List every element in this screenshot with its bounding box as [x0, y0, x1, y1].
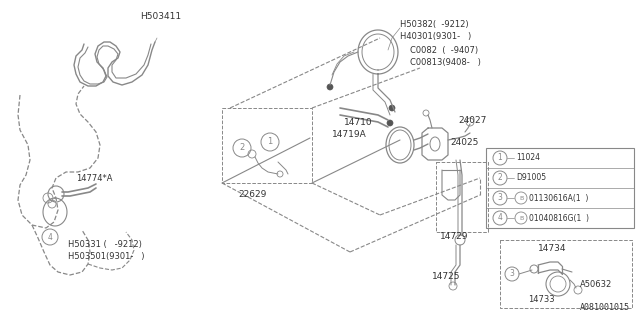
Circle shape: [389, 105, 395, 111]
Text: H503411: H503411: [140, 12, 181, 21]
Text: 3: 3: [509, 269, 515, 278]
Text: B: B: [519, 215, 523, 220]
Text: 24025: 24025: [450, 138, 478, 147]
Text: 4: 4: [497, 213, 502, 222]
Circle shape: [327, 84, 333, 90]
Text: H503501(9301-   ): H503501(9301- ): [68, 252, 145, 261]
Text: 01130616A(1  ): 01130616A(1 ): [529, 194, 588, 203]
Text: 14733: 14733: [528, 295, 555, 304]
Text: 14729: 14729: [440, 232, 468, 241]
Bar: [500, 240, 632, 308]
Text: 01040816G(1  ): 01040816G(1 ): [529, 213, 589, 222]
Text: 3: 3: [497, 194, 502, 203]
Text: H50331 (   -9212): H50331 ( -9212): [68, 240, 142, 249]
Text: 14710: 14710: [344, 118, 372, 127]
Circle shape: [387, 120, 393, 126]
Text: B: B: [519, 196, 523, 201]
Text: 2: 2: [239, 143, 244, 153]
Text: 1: 1: [268, 138, 273, 147]
Text: H40301(9301-   ): H40301(9301- ): [400, 32, 471, 41]
Bar: [486, 148, 634, 228]
Text: A50632: A50632: [580, 280, 612, 289]
Text: H50382(  -9212): H50382( -9212): [400, 20, 468, 29]
Text: 22629: 22629: [238, 190, 266, 199]
Text: 11024: 11024: [516, 154, 540, 163]
Text: A081001015: A081001015: [580, 303, 630, 312]
Text: 14719A: 14719A: [332, 130, 367, 139]
Bar: [436, 162, 488, 232]
Text: 1: 1: [498, 154, 502, 163]
Text: C00813(9408-   ): C00813(9408- ): [410, 58, 481, 67]
Text: 14734: 14734: [538, 244, 566, 253]
Text: D91005: D91005: [516, 173, 546, 182]
Text: 2: 2: [498, 173, 502, 182]
Text: 14725: 14725: [432, 272, 461, 281]
Text: C0082  (  -9407): C0082 ( -9407): [410, 46, 478, 55]
Text: 14774*A: 14774*A: [76, 174, 113, 183]
Text: 4: 4: [47, 233, 52, 242]
Text: 24027: 24027: [458, 116, 486, 125]
Bar: [222, 108, 312, 183]
